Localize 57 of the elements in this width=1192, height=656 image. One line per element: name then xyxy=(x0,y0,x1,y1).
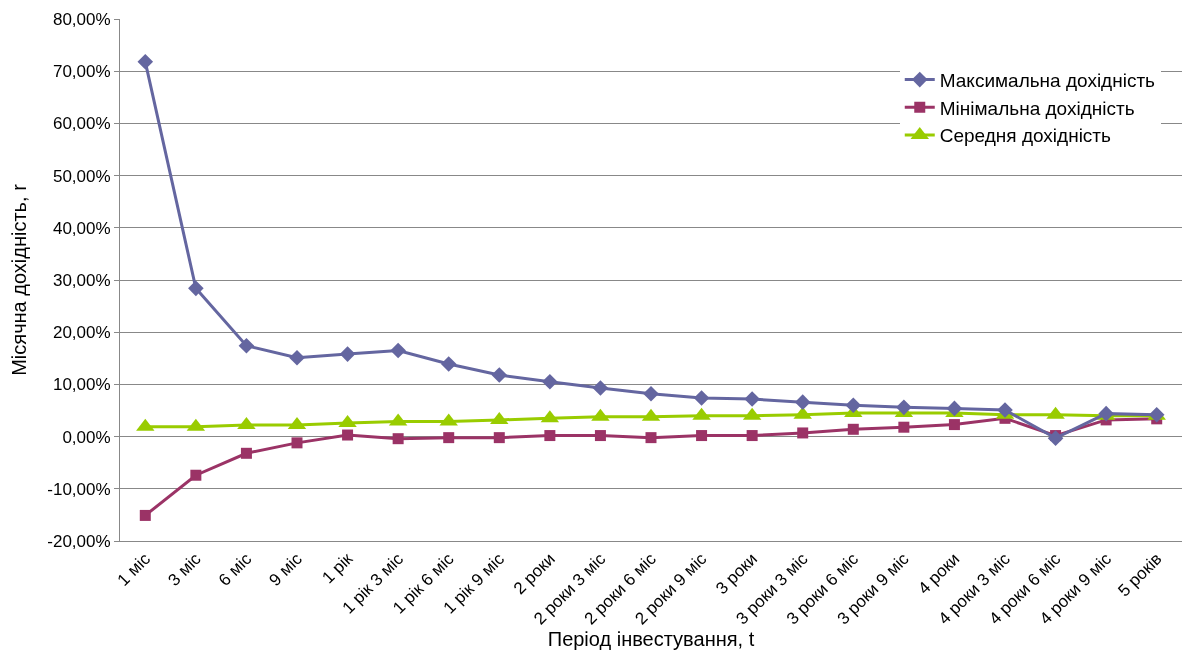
y-tick-label: -20,00% xyxy=(47,531,111,551)
y-tick-label: 20,00% xyxy=(52,323,111,343)
y-axis-title: Місячна дохідність, r xyxy=(7,183,30,376)
point xyxy=(392,433,404,445)
point xyxy=(291,437,303,449)
y-tick-label: 50,00% xyxy=(52,166,111,186)
point xyxy=(948,419,960,431)
point xyxy=(746,430,758,442)
x-tick-label: 6 міс xyxy=(214,548,256,590)
point xyxy=(592,380,609,396)
x-tick-label: 3 міс xyxy=(164,548,206,590)
point xyxy=(693,390,710,406)
point xyxy=(544,430,556,442)
point xyxy=(493,432,505,444)
point xyxy=(794,394,811,410)
point xyxy=(542,373,558,390)
point xyxy=(797,427,809,439)
point xyxy=(289,349,305,366)
y-tick-label: 0,00% xyxy=(62,427,111,447)
point xyxy=(643,386,659,402)
point xyxy=(845,397,862,414)
x-tick-label: 1 рік xyxy=(318,548,357,588)
point xyxy=(594,430,606,442)
legend-label: Мінімальна дохідність xyxy=(939,97,1135,119)
point xyxy=(491,367,508,383)
point xyxy=(896,399,912,416)
y-tick-label: 10,00% xyxy=(52,375,111,395)
point xyxy=(137,54,154,70)
point xyxy=(898,421,910,433)
point xyxy=(238,337,255,354)
x-tick-label: 9 міс xyxy=(265,548,307,590)
point xyxy=(342,429,354,441)
point xyxy=(696,430,708,442)
point xyxy=(440,356,457,372)
legend-label: Максимальна дохідність xyxy=(939,70,1156,92)
point xyxy=(744,391,760,407)
x-axis-title: Період інвестування, t xyxy=(547,628,755,651)
y-tick-label: -10,00% xyxy=(47,479,111,499)
y-tick-label: 70,00% xyxy=(52,62,111,82)
point xyxy=(390,342,406,359)
y-tick-label: 40,00% xyxy=(52,218,111,238)
point xyxy=(240,447,252,459)
y-tick-label: 60,00% xyxy=(52,114,111,134)
point xyxy=(139,509,151,521)
point xyxy=(188,280,204,297)
legend-label: Середня дохідність xyxy=(939,125,1112,147)
x-tick-label: 1 міс xyxy=(113,548,155,590)
point xyxy=(645,432,657,444)
point xyxy=(946,400,963,417)
y-tick-label: 30,00% xyxy=(52,270,111,290)
point xyxy=(847,423,859,435)
point xyxy=(339,346,356,362)
point xyxy=(997,402,1013,418)
y-tick-label: 80,00% xyxy=(52,9,111,29)
point xyxy=(443,432,455,444)
point xyxy=(1047,430,1064,446)
point xyxy=(190,469,202,481)
